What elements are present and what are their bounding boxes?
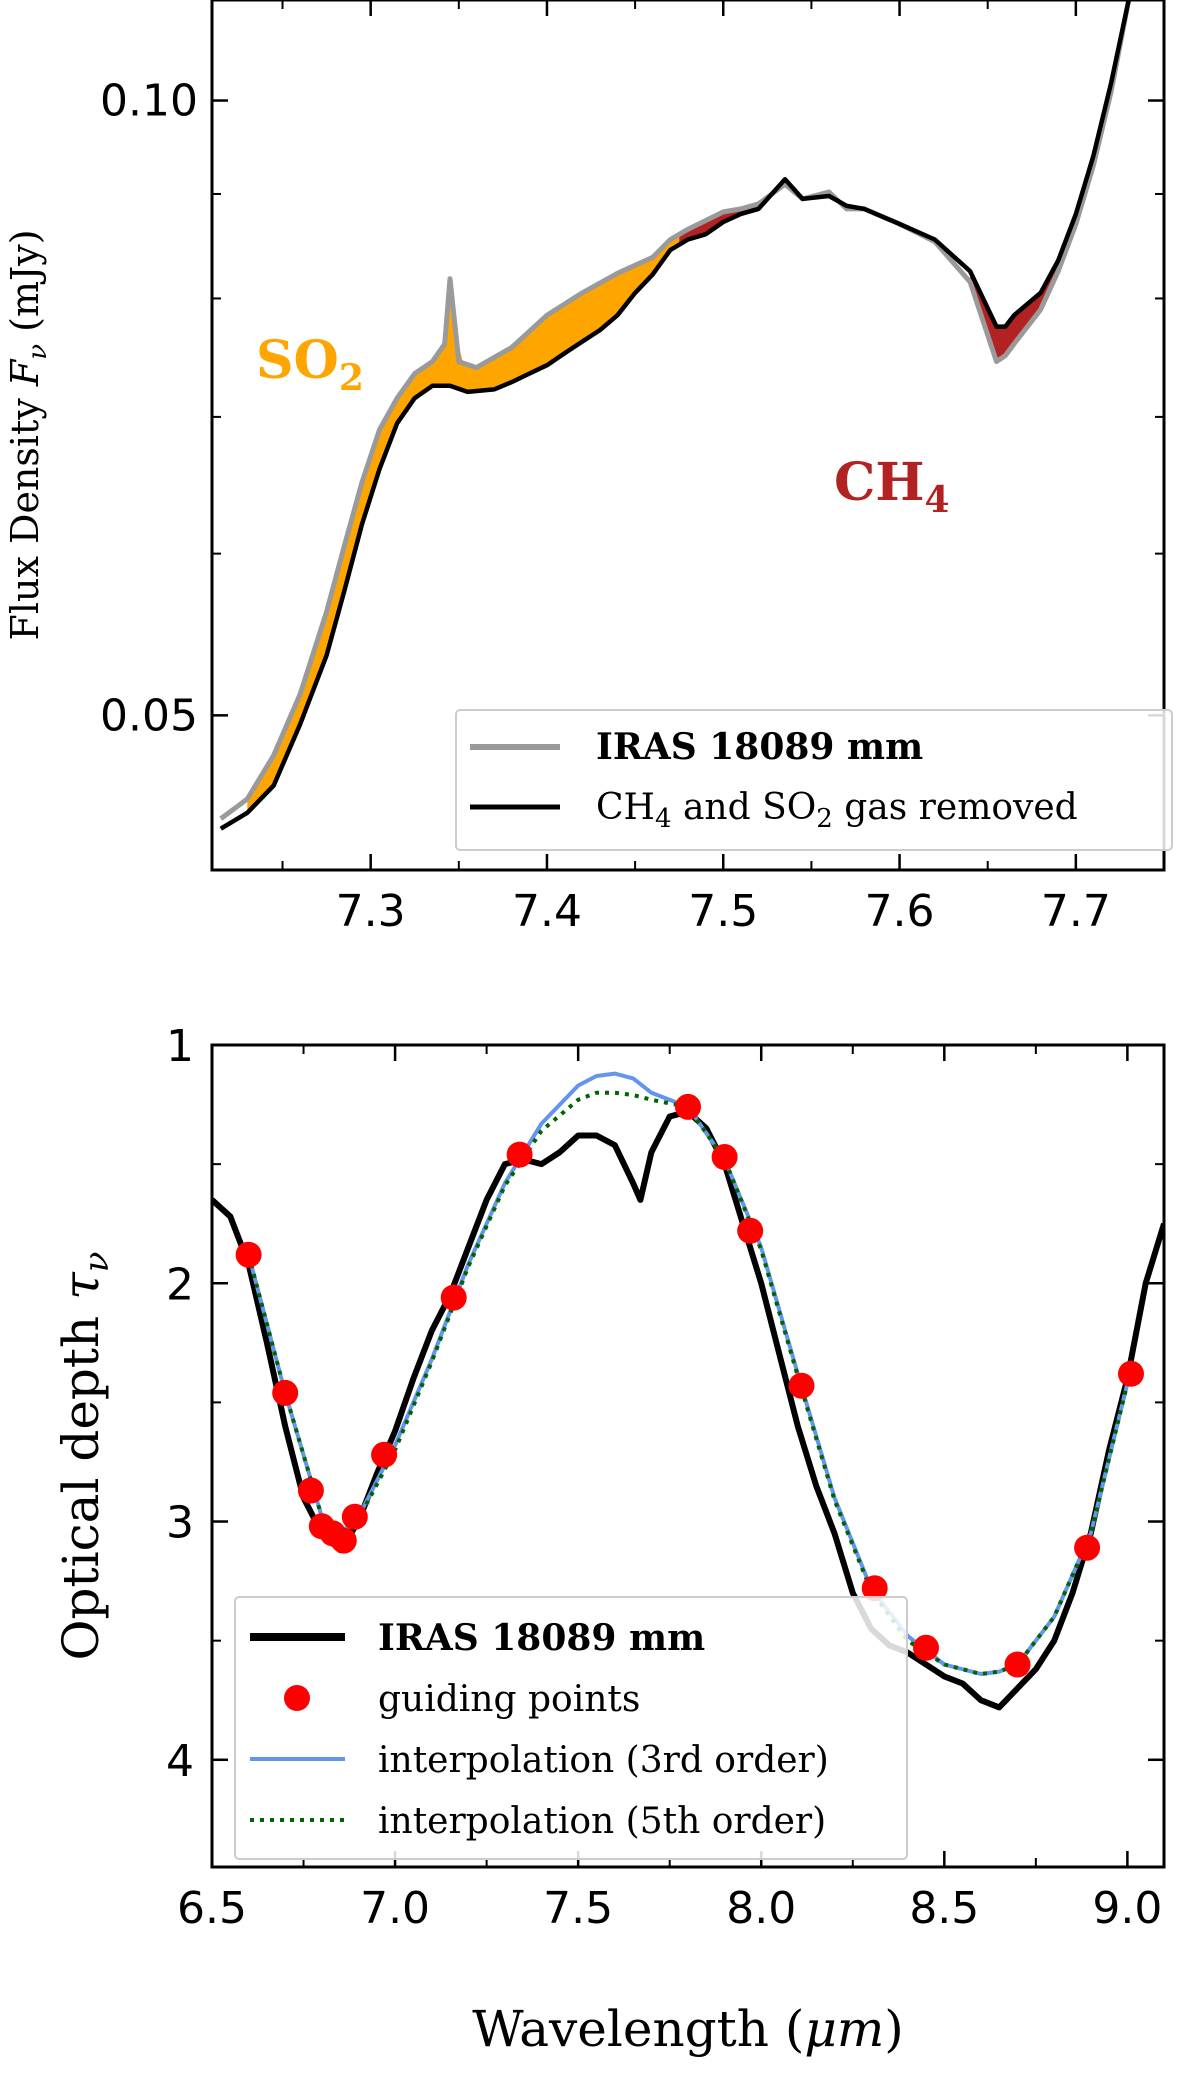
legend-label-interp-5th: interpolation (5th order) — [378, 1801, 826, 1842]
y-tick-label-bottom: 1 — [166, 1021, 194, 1072]
guiding-point — [737, 1217, 764, 1244]
guiding-point — [675, 1093, 701, 1120]
y-tick-label-top: 0.10 — [100, 76, 198, 127]
y-axis-title-top: Flux Density Fν (mJy) — [3, 229, 53, 640]
guiding-point — [341, 1503, 368, 1530]
legend-label-iras: IRAS 18089 mm — [596, 726, 923, 768]
guiding-point — [861, 1575, 888, 1602]
spectrum-line-layer — [219, 0, 1132, 831]
guiding-point — [711, 1144, 738, 1170]
x-tick-label-top: 7.5 — [688, 886, 758, 937]
x-tick-label-top: 7.7 — [1041, 886, 1111, 937]
guiding-point — [1118, 1360, 1144, 1387]
annotation-ch4: CH4 — [834, 452, 950, 521]
guiding-point — [440, 1284, 467, 1311]
x-tick-label-bottom: 9.0 — [1092, 1883, 1162, 1934]
y-tick-label-bottom: 4 — [166, 1736, 194, 1787]
flux-density-panel: 7.3 7.4 7.5 7.6 7.7 0.05 0.10 SO2 CH4 Flux Den… — [3, 0, 1173, 937]
guiding-point — [788, 1372, 815, 1399]
guiding-points-layer — [235, 1093, 1144, 1678]
ch4-absorption-fill-2 — [970, 260, 1059, 362]
series-line-iras-gray — [219, 0, 1132, 821]
x-tick-label-bottom: 8.5 — [909, 1883, 979, 1934]
guiding-point — [913, 1634, 939, 1661]
axis-ticks-top: 7.3 7.4 7.5 7.6 7.7 0.05 0.10 — [100, 0, 1165, 937]
y-tick-label-top: 0.05 — [100, 690, 198, 741]
guiding-point — [1074, 1534, 1101, 1561]
x-tick-label-top: 7.6 — [865, 886, 935, 937]
legend-swatch-red-dot — [284, 1685, 310, 1711]
y-tick-label-bottom: 3 — [166, 1498, 194, 1549]
x-tick-label-bottom: 7.0 — [360, 1883, 430, 1934]
guiding-point — [371, 1441, 398, 1468]
series-line-interp-5th — [246, 1090, 1137, 1676]
legend-label-gas-removed: CH4 and SO2 gas removed — [596, 787, 1078, 834]
x-tick-label-top: 7.4 — [512, 886, 582, 937]
y-axis-title-bottom: Optical depth τν — [52, 1252, 117, 1661]
plot-frame-bottom — [210, 1043, 1166, 1869]
y-tick-label-bottom: 2 — [166, 1259, 194, 1310]
series-line-interp-3rd — [246, 1071, 1137, 1676]
legend-label-iras-bottom: IRAS 18089 mm — [378, 1617, 705, 1659]
guiding-point — [272, 1379, 299, 1406]
x-axis-title-bottom: Wavelength (μm) — [472, 2000, 904, 2058]
annotation-so2: SO2 — [256, 330, 364, 399]
guiding-point — [297, 1477, 324, 1504]
series-line-gas-removed — [219, 0, 1131, 831]
legend-label-guiding-points: guiding points — [378, 1679, 640, 1720]
legend-top: IRAS 18089 mm CH4 and SO2 gas removed — [455, 709, 1173, 851]
legend-bottom: IRAS 18089 mm guiding points interpolati… — [234, 1596, 908, 1860]
axis-ticks-bottom: 6.5 7.0 7.5 8.0 8.5 9.0 1 2 3 4 — [166, 1021, 1164, 1934]
x-tick-label-bottom: 7.5 — [543, 1883, 613, 1934]
x-tick-label-top: 7.3 — [336, 886, 406, 937]
plot-frame-top — [210, 0, 1166, 872]
guiding-point — [506, 1141, 533, 1168]
x-tick-label-bottom: 8.0 — [726, 1883, 796, 1934]
guiding-point — [1004, 1651, 1031, 1678]
guiding-point — [330, 1527, 357, 1554]
legend-label-interp-3rd: interpolation (3rd order) — [378, 1740, 829, 1781]
x-tick-label-bottom: 6.5 — [177, 1883, 247, 1934]
guiding-point — [235, 1241, 262, 1268]
